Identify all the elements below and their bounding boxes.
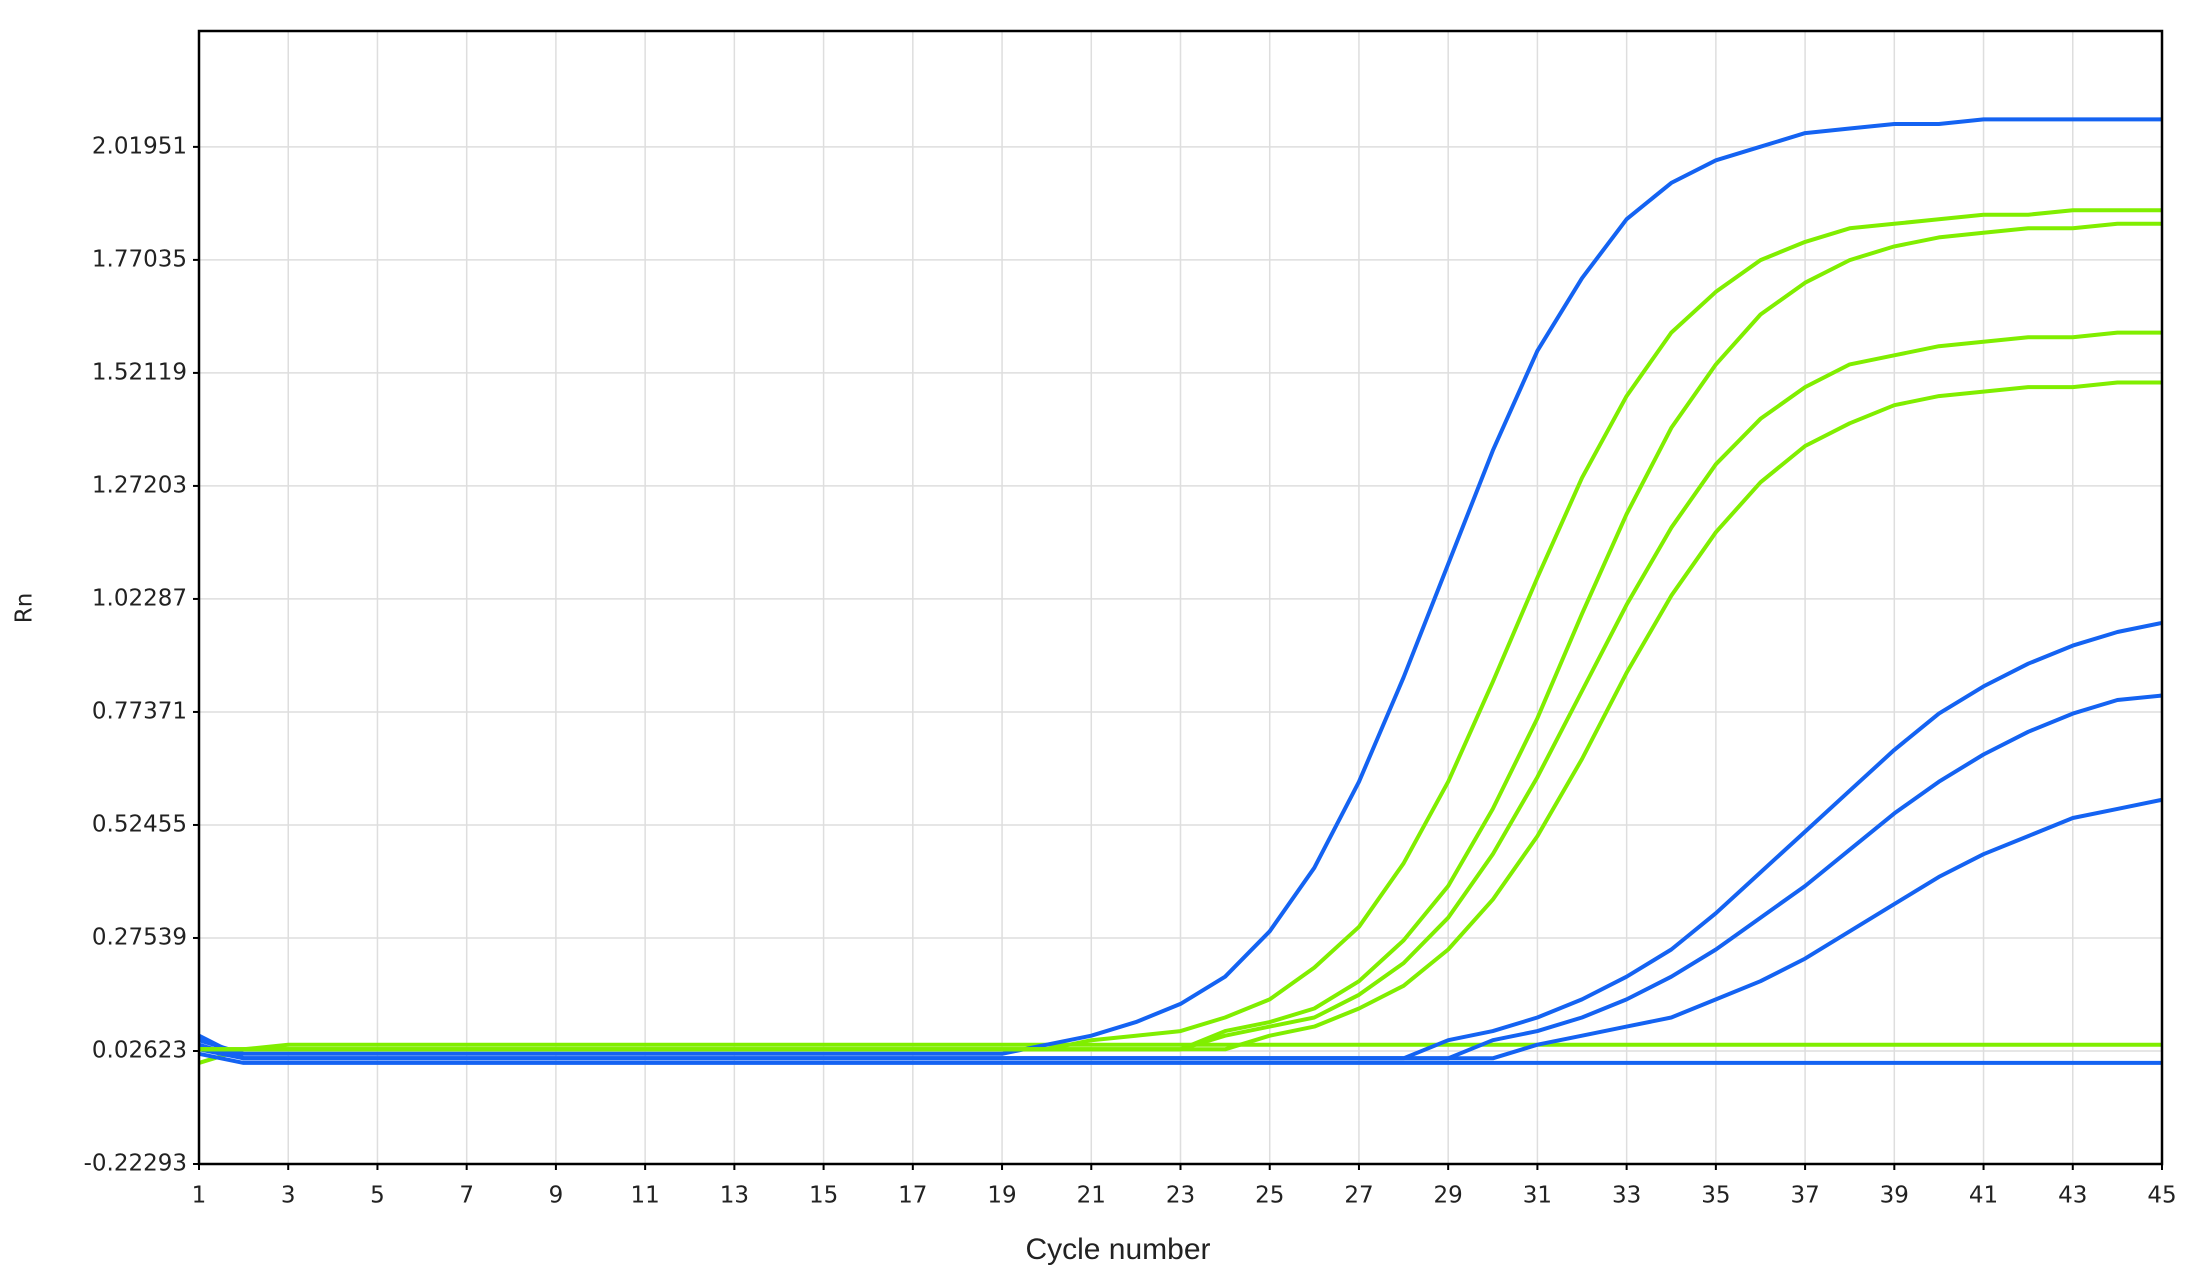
x-tick-label: 23	[1166, 1183, 1195, 1209]
x-tick-label: 29	[1434, 1183, 1463, 1209]
y-tick-label: 1.77035	[92, 246, 187, 272]
x-tick-label: 19	[987, 1183, 1016, 1209]
x-tick-label: 1	[192, 1183, 207, 1209]
y-tick-label: 1.52119	[92, 359, 187, 385]
x-tick-label: 15	[809, 1183, 838, 1209]
x-tick-label: 41	[1969, 1183, 1998, 1209]
x-tick-label: 31	[1523, 1183, 1552, 1209]
y-tick-label: -0.22293	[84, 1151, 187, 1177]
plot-frame	[197, 29, 2164, 1166]
amplification-curve	[198, 117, 2162, 1056]
x-tick-label: 39	[1880, 1183, 1909, 1209]
x-tick-label: 7	[459, 1183, 474, 1209]
x-tick-label: 25	[1255, 1183, 1284, 1209]
y-tick-label: 1.02287	[92, 585, 187, 611]
x-tick-label: 3	[281, 1183, 296, 1209]
x-axis-label: Cycle number	[1025, 1233, 1210, 1266]
y-tick-label: 0.27539	[92, 924, 187, 950]
x-tick-label: 5	[370, 1183, 385, 1209]
x-tick-label: 45	[2147, 1183, 2176, 1209]
amplification-curve	[198, 1051, 2162, 1065]
x-tick-label: 27	[1344, 1183, 1373, 1209]
amplification-curve	[199, 380, 2162, 1052]
amplification-curve	[198, 797, 2163, 1061]
x-tick-label: 13	[720, 1183, 749, 1209]
y-axis-label: Rn	[12, 593, 38, 624]
x-tick-label: 33	[1612, 1183, 1641, 1209]
x-tick-label: 21	[1077, 1183, 1106, 1209]
x-tick-label: 43	[2058, 1183, 2087, 1209]
x-tick-label: 37	[1790, 1183, 1819, 1209]
y-tick-label: 0.52455	[92, 811, 187, 837]
y-tick-label: 2.01951	[92, 133, 187, 159]
x-tick-label: 9	[549, 1183, 564, 1209]
x-tick-label: 35	[1701, 1183, 1730, 1209]
amplification-curve	[198, 1042, 2162, 1065]
x-tick-label: 17	[898, 1183, 927, 1209]
y-tick-label: 0.02623	[92, 1037, 187, 1063]
y-tick-label: 0.77371	[92, 698, 187, 724]
x-tick-label: 11	[630, 1183, 659, 1209]
y-tick-label: 1.27203	[92, 472, 187, 498]
